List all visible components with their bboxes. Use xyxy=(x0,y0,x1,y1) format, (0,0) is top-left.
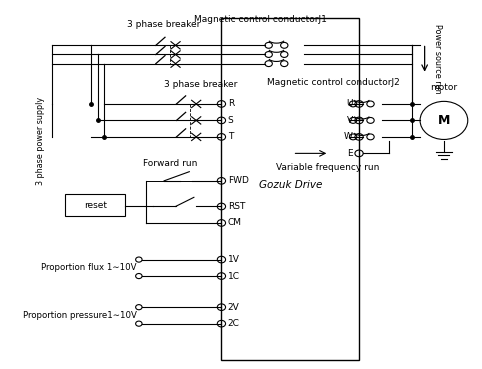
Text: FWD: FWD xyxy=(228,176,249,185)
Text: T: T xyxy=(228,132,233,141)
Text: Variable frequency run: Variable frequency run xyxy=(277,162,380,172)
Text: V: V xyxy=(347,116,353,125)
Text: RST: RST xyxy=(228,202,245,211)
Text: 3 phase breaker: 3 phase breaker xyxy=(164,80,238,89)
Bar xyxy=(221,18,359,360)
Text: Proportion flux 1∼10V: Proportion flux 1∼10V xyxy=(41,263,136,272)
Text: Gozuk Drive: Gozuk Drive xyxy=(258,179,322,190)
Text: Power source run: Power source run xyxy=(433,24,442,94)
Text: 1C: 1C xyxy=(228,272,240,280)
Text: E: E xyxy=(347,149,353,158)
Text: 1V: 1V xyxy=(228,255,240,264)
Text: motor: motor xyxy=(430,83,457,92)
Bar xyxy=(66,194,125,215)
Text: W: W xyxy=(344,132,353,141)
Text: U: U xyxy=(346,99,353,108)
Text: Magnetic control conductorJ2: Magnetic control conductorJ2 xyxy=(268,78,400,87)
Text: Proportion pressure1∼10V: Proportion pressure1∼10V xyxy=(23,311,136,320)
Text: M: M xyxy=(438,114,450,127)
Text: Magnetic control conductorJ1: Magnetic control conductorJ1 xyxy=(194,15,327,24)
Bar xyxy=(146,181,221,223)
Text: Forward run: Forward run xyxy=(144,159,198,168)
Text: 2V: 2V xyxy=(228,303,240,312)
Text: 3 phase breaker: 3 phase breaker xyxy=(127,20,201,29)
Text: reset: reset xyxy=(84,200,107,210)
Text: CM: CM xyxy=(228,218,242,227)
Text: S: S xyxy=(228,116,234,125)
Text: R: R xyxy=(228,99,234,108)
Text: 3 phase power supply: 3 phase power supply xyxy=(36,96,45,184)
Text: 2C: 2C xyxy=(228,319,240,328)
